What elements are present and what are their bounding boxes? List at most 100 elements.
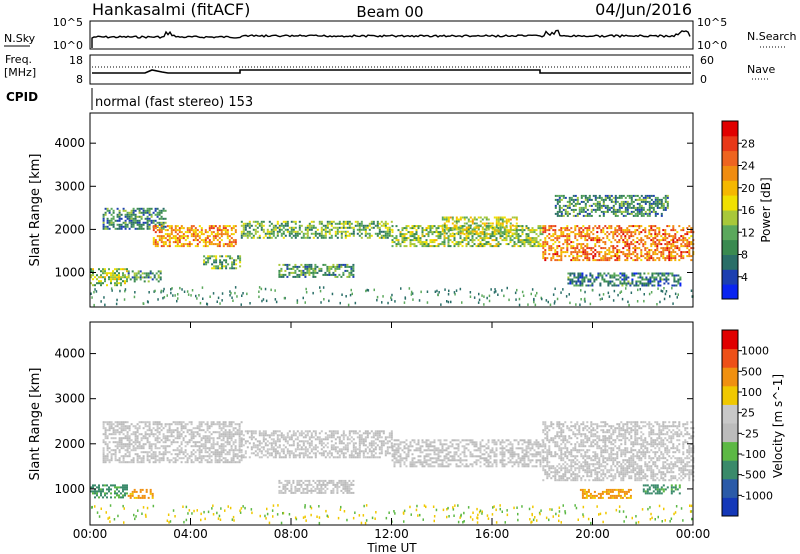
colorbar-swatch	[722, 254, 738, 270]
colorbar-swatch	[722, 180, 738, 196]
nsearch-tick-bottom: 10^0	[697, 39, 727, 52]
colorbar-swatch	[722, 284, 738, 300]
heatmap-band-10	[554, 194, 669, 217]
power-colorbar-label: Power [dB]	[759, 177, 773, 242]
nave-tick-top: 60	[700, 54, 714, 67]
velocity-colorbar: 1000 500 100 25 -25 -100 -500 -1000	[721, 329, 773, 517]
colorbar-swatch	[722, 210, 738, 226]
colorbar-swatch	[722, 224, 738, 241]
heatmap-band-1	[127, 488, 154, 499]
freq-unit: [MHz]	[4, 66, 36, 79]
colorbar-swatch	[722, 330, 738, 350]
nave-label: Nave	[747, 63, 775, 76]
station-title: Hankasalmi (fitACF)	[92, 0, 250, 19]
colorbar-swatch	[722, 441, 738, 461]
heatmap-band-4	[203, 255, 242, 270]
time-axis-label: Time UT	[366, 541, 417, 554]
y-tick-label-3: 4000	[54, 347, 85, 361]
colorbar-tick-4: 12	[741, 226, 755, 239]
power-colorbar: 28 24 20 16 12 8 4	[721, 120, 755, 300]
freq-tick-bottom: 8	[76, 73, 83, 86]
colorbar-tick-2: 20	[741, 182, 755, 195]
y-tick-label-2: 3000	[54, 179, 85, 193]
colorbar-tick-6: -500	[741, 469, 766, 482]
x-tick-label-0: 00:00	[73, 527, 108, 541]
nsky-trace	[91, 29, 691, 48]
colorbar-swatch	[722, 150, 738, 166]
heatmap-band-7	[391, 225, 544, 248]
heatmap-band-9	[542, 225, 695, 262]
freq-label: Freq.	[5, 53, 32, 66]
heatmap-band-5	[240, 220, 393, 239]
heatmap-band-11	[567, 272, 682, 287]
colorbar-tick-5: 8	[741, 249, 748, 262]
x-tick-label-6: 00:00	[676, 527, 711, 541]
x-tick-label-3: 12:00	[374, 527, 409, 541]
colorbar-swatch	[722, 385, 738, 405]
colorbar-tick-3: 25	[741, 407, 755, 420]
heatmap-band-5	[391, 439, 544, 468]
x-tick-label-4: 16:00	[475, 527, 510, 541]
heatmap-band-2	[102, 421, 243, 464]
velocity-colorbar-label: Velocity [m s^-1]	[771, 374, 785, 478]
nsearch-label: N.Search	[747, 30, 797, 43]
colorbar-tick-6: 4	[741, 271, 748, 284]
velocity-panel: 1000 2000 3000 4000 Slant Range [km] 00:00 0…	[28, 321, 711, 554]
colorbar-swatch	[722, 497, 738, 517]
x-tick-label-5: 20:00	[575, 527, 610, 541]
colorbar-tick-0: 1000	[741, 345, 769, 358]
colorbar-tick-5: -100	[741, 448, 766, 461]
heatmap-band-8	[642, 484, 681, 495]
heatmap-band-8	[441, 216, 518, 235]
cpid-panel: CPID normal (fast stereo) 153	[6, 88, 253, 110]
velocity-ylabel: Slant Range [km]	[28, 368, 43, 481]
nave-tick-bottom: 0	[700, 73, 707, 86]
cpid-value: normal (fast stereo) 153	[95, 95, 253, 110]
y-tick-label-1: 2000	[54, 437, 85, 451]
freq-tick-top: 18	[69, 54, 83, 67]
colorbar-swatch	[722, 165, 738, 181]
colorbar-swatch	[722, 348, 738, 368]
beam-title: Beam 00	[356, 3, 423, 21]
nsearch-tick-top: 10^5	[697, 16, 727, 29]
heatmap-band-6	[542, 421, 695, 482]
cpid-label: CPID	[6, 90, 38, 104]
heatmap-band-0	[90, 484, 128, 499]
date-title: 04/Jun/2016	[595, 0, 692, 19]
nsky-tick-bottom: 10^0	[53, 39, 83, 52]
colorbar-swatch	[722, 195, 738, 211]
colorbar-swatch	[722, 423, 738, 443]
heatmap-band-3	[240, 430, 393, 459]
colorbar-tick-3: 16	[741, 204, 755, 217]
colorbar-tick-4: -25	[741, 427, 759, 440]
y-tick-label-2: 3000	[54, 392, 85, 406]
y-tick-label-0: 1000	[54, 482, 85, 496]
x-tick-label-1: 04:00	[173, 527, 208, 541]
colorbar-swatch	[722, 269, 738, 285]
colorbar-swatch	[722, 478, 738, 498]
heatmap-band-1	[127, 270, 162, 283]
ground-scatter	[91, 504, 693, 525]
heatmap-band-3	[152, 225, 237, 248]
freq-panel: Freq. [MHz] 18 8 60 0 Nave	[4, 53, 775, 86]
colorbar-swatch	[722, 367, 738, 387]
x-tick-label-2: 08:00	[274, 527, 309, 541]
heatmap-band-6	[278, 263, 355, 278]
y-tick-label-3: 4000	[54, 136, 85, 150]
heatmap-band-4	[278, 479, 355, 494]
nsky-tick-top: 10^5	[53, 16, 83, 29]
colorbar-swatch	[722, 121, 738, 137]
colorbar-swatch	[722, 460, 738, 480]
ground-scatter	[90, 286, 694, 307]
heatmap-band-0	[90, 268, 128, 287]
nsky-label: N.Sky	[4, 32, 36, 45]
freq-trace	[92, 69, 691, 74]
colorbar-tick-1: 500	[741, 365, 762, 378]
y-tick-label-1: 2000	[54, 222, 85, 236]
power-ylabel: Slant Range [km]	[28, 154, 43, 267]
colorbar-swatch	[722, 135, 738, 152]
colorbar-tick-1: 24	[741, 160, 755, 173]
heatmap-band-2	[102, 207, 167, 230]
colorbar-swatch	[722, 239, 738, 255]
